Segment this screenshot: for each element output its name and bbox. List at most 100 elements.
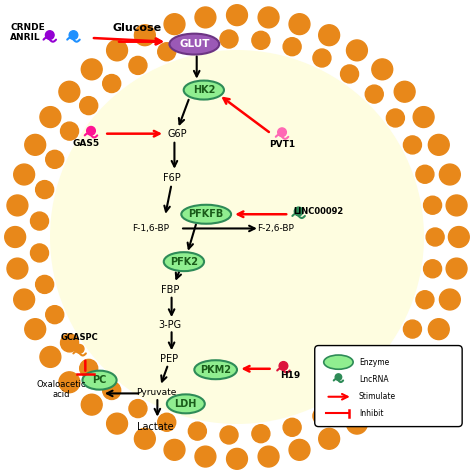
Text: PEP: PEP: [160, 354, 178, 364]
Circle shape: [428, 319, 449, 339]
Circle shape: [313, 407, 331, 425]
Text: Inhibit: Inhibit: [359, 409, 383, 418]
Circle shape: [428, 135, 449, 155]
Circle shape: [386, 109, 404, 127]
Text: GAS5: GAS5: [73, 139, 100, 148]
Circle shape: [372, 59, 392, 80]
Circle shape: [36, 275, 54, 293]
Circle shape: [69, 31, 78, 39]
Text: F-2,6-BP: F-2,6-BP: [257, 224, 294, 233]
Ellipse shape: [181, 205, 231, 224]
Circle shape: [258, 7, 279, 28]
Circle shape: [439, 164, 460, 185]
Circle shape: [346, 413, 367, 434]
Circle shape: [25, 319, 46, 339]
Circle shape: [278, 128, 286, 137]
Circle shape: [40, 346, 61, 367]
Text: PKM2: PKM2: [200, 365, 231, 375]
Text: GCASPC: GCASPC: [61, 333, 99, 342]
Circle shape: [164, 14, 185, 35]
Text: HK2: HK2: [192, 85, 215, 95]
Circle shape: [5, 227, 26, 247]
Text: ANRIL: ANRIL: [10, 34, 41, 42]
Circle shape: [51, 51, 423, 423]
Circle shape: [319, 428, 339, 449]
Text: GLUT: GLUT: [179, 39, 210, 49]
Text: LDH: LDH: [174, 399, 197, 409]
Text: PFK2: PFK2: [170, 256, 198, 267]
Circle shape: [61, 334, 79, 352]
Circle shape: [188, 422, 206, 440]
Circle shape: [195, 7, 216, 28]
Circle shape: [59, 82, 80, 102]
Circle shape: [252, 425, 270, 443]
Text: 3-PG: 3-PG: [158, 319, 181, 330]
Text: FBP: FBP: [162, 285, 180, 295]
Circle shape: [82, 394, 102, 415]
Circle shape: [365, 371, 383, 389]
Ellipse shape: [324, 355, 353, 369]
Circle shape: [340, 391, 358, 409]
Circle shape: [394, 82, 415, 102]
Circle shape: [403, 320, 421, 338]
Circle shape: [14, 289, 35, 310]
Circle shape: [386, 347, 404, 365]
Circle shape: [7, 258, 28, 279]
Circle shape: [294, 207, 303, 216]
Circle shape: [80, 97, 98, 115]
Circle shape: [103, 74, 121, 92]
Ellipse shape: [169, 34, 219, 55]
Circle shape: [14, 164, 35, 185]
Circle shape: [289, 439, 310, 460]
Circle shape: [413, 107, 434, 128]
Circle shape: [158, 43, 176, 61]
Circle shape: [413, 346, 434, 367]
Circle shape: [25, 135, 46, 155]
Circle shape: [424, 260, 442, 278]
Circle shape: [40, 107, 61, 128]
Circle shape: [252, 31, 270, 49]
Text: Oxaloacetic
acid: Oxaloacetic acid: [37, 380, 86, 399]
Circle shape: [107, 40, 128, 61]
Circle shape: [446, 195, 467, 216]
Circle shape: [107, 413, 128, 434]
FancyBboxPatch shape: [315, 346, 462, 427]
Circle shape: [424, 196, 442, 214]
Circle shape: [82, 59, 102, 80]
Circle shape: [403, 136, 421, 154]
Text: LINC00092: LINC00092: [293, 207, 344, 216]
Circle shape: [129, 400, 147, 418]
Text: Enzyme: Enzyme: [359, 358, 389, 366]
Circle shape: [446, 258, 467, 279]
Circle shape: [59, 372, 80, 392]
Text: G6P: G6P: [168, 128, 188, 139]
Circle shape: [439, 289, 460, 310]
Ellipse shape: [167, 394, 205, 413]
Text: Pyruvate: Pyruvate: [136, 388, 177, 397]
Text: PVT1: PVT1: [269, 140, 295, 149]
Circle shape: [135, 428, 155, 449]
Circle shape: [394, 372, 415, 392]
Circle shape: [227, 448, 247, 469]
Text: Lactate: Lactate: [137, 421, 174, 432]
Circle shape: [87, 127, 95, 135]
Circle shape: [36, 181, 54, 199]
Circle shape: [30, 212, 48, 230]
Text: LncRNA: LncRNA: [359, 375, 388, 383]
Circle shape: [279, 362, 288, 370]
Circle shape: [195, 446, 216, 467]
Circle shape: [188, 34, 206, 52]
Text: PFKFB: PFKFB: [189, 209, 224, 219]
Circle shape: [80, 359, 98, 377]
Circle shape: [46, 150, 64, 168]
Circle shape: [46, 31, 54, 39]
Circle shape: [103, 382, 121, 400]
Circle shape: [283, 38, 301, 56]
Circle shape: [426, 228, 444, 246]
Circle shape: [220, 30, 238, 48]
Circle shape: [283, 418, 301, 436]
Circle shape: [164, 439, 185, 460]
Circle shape: [158, 413, 176, 431]
Circle shape: [365, 85, 383, 103]
Text: Glucose: Glucose: [113, 23, 162, 34]
